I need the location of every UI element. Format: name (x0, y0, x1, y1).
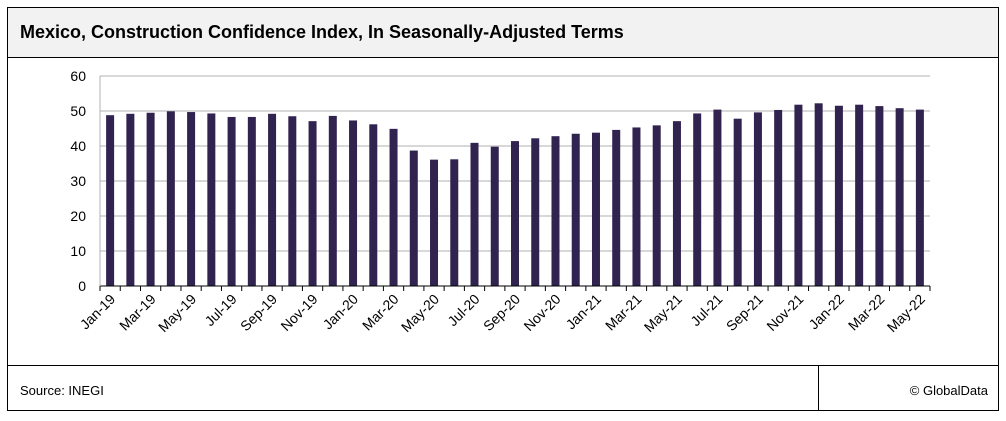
bar (612, 129, 621, 286)
bar (268, 113, 277, 286)
y-tick-label: 40 (70, 138, 86, 154)
x-tick-label: Sep-21 (723, 291, 766, 334)
bar (247, 116, 256, 286)
x-tick-label: Jul-19 (201, 291, 239, 329)
bar (652, 125, 661, 286)
bars (106, 103, 924, 287)
bar (470, 142, 479, 286)
bar (409, 150, 418, 286)
y-axis-ticks: 0 10 20 30 40 50 60 (70, 68, 86, 294)
x-tick-label: Mar-21 (602, 291, 645, 334)
source-label: Source: INEGI (20, 383, 104, 398)
footer: Source: INEGI © GlobalData (8, 365, 998, 410)
bar (126, 113, 135, 286)
bar (753, 112, 762, 287)
x-tick-label: Sep-19 (237, 291, 280, 334)
x-tick-label: Sep-20 (480, 291, 523, 334)
y-tick-label: 50 (70, 103, 86, 119)
bar (288, 116, 297, 286)
y-tick-label: 0 (78, 278, 86, 294)
bar (814, 103, 823, 286)
bar (187, 112, 196, 286)
x-tick-label: Nov-19 (277, 291, 320, 334)
bar (106, 115, 115, 286)
bar (875, 106, 884, 286)
x-tick-label: Nov-21 (763, 291, 806, 334)
x-tick-label: Jan-22 (805, 291, 847, 333)
bar (774, 109, 783, 286)
bar (794, 104, 803, 286)
x-tick-label: Mar-20 (359, 291, 402, 334)
x-tick-label: Mar-19 (116, 291, 159, 334)
bar (693, 113, 702, 286)
bar (389, 128, 398, 286)
bar (915, 109, 924, 286)
bar (490, 146, 499, 286)
bar (511, 141, 519, 286)
bar (430, 159, 439, 286)
footer-divider (818, 366, 819, 410)
x-tick-label: May-19 (155, 291, 199, 335)
bar (369, 124, 378, 286)
bar (834, 105, 843, 286)
bar (632, 127, 641, 286)
chart-frame: Mexico, Construction Confidence Index, I… (7, 7, 999, 411)
y-tick-label: 60 (70, 68, 86, 84)
bar (531, 138, 540, 286)
bar (146, 112, 155, 286)
bar (591, 132, 600, 286)
bar (450, 159, 459, 286)
bar (551, 136, 560, 286)
bar (895, 108, 904, 286)
bar (166, 111, 175, 286)
chart-title: Mexico, Construction Confidence Index, I… (20, 22, 624, 42)
bar (227, 116, 236, 286)
bar (349, 120, 358, 286)
credit-label: © GlobalData (909, 383, 988, 398)
title-bar: Mexico, Construction Confidence Index, I… (8, 8, 998, 58)
y-tick-label: 30 (70, 173, 86, 189)
x-tick-label: Jan-19 (77, 291, 119, 333)
bar (308, 121, 317, 287)
bar (713, 109, 722, 286)
x-tick-label: May-21 (641, 291, 685, 335)
x-tick-label: Jan-21 (563, 291, 605, 333)
x-tick-label: Jul-20 (444, 291, 482, 329)
bar (328, 115, 337, 287)
x-tick-label: May-22 (884, 291, 928, 335)
bar (733, 118, 742, 286)
x-tick-label: Jul-21 (687, 291, 725, 329)
x-tick-label: Nov-20 (520, 291, 563, 334)
bar (571, 133, 580, 286)
x-tick-label: May-20 (398, 291, 442, 335)
bar (855, 104, 864, 286)
x-axis (99, 76, 931, 291)
y-tick-label: 10 (70, 243, 86, 259)
x-tick-label: Jan-20 (320, 291, 362, 333)
bar (672, 121, 681, 287)
y-tick-label: 20 (70, 208, 86, 224)
x-tick-label: Mar-22 (845, 291, 888, 334)
bar (207, 113, 216, 286)
